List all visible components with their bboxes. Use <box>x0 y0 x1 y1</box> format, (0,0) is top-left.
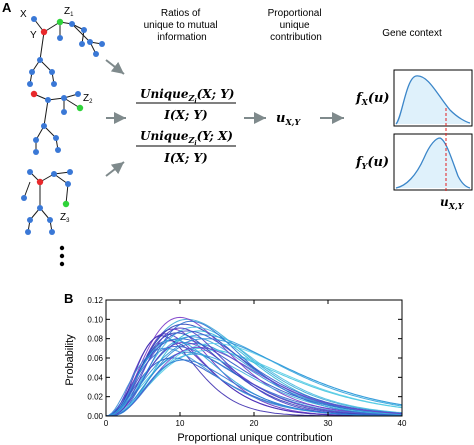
tree-label-z1: Z1 <box>64 6 74 18</box>
y-tick-label: 0.02 <box>87 393 103 402</box>
header-gene-context: Gene context <box>382 28 442 39</box>
tree-label-y: Y <box>30 30 37 41</box>
y-tick-label: 0.00 <box>87 412 103 421</box>
tree-1 <box>29 18 103 85</box>
arrows-trees <box>105 59 126 177</box>
gene-context-fx <box>393 69 473 127</box>
formula-2: UniqueZi(Y; X) I(X; Y) <box>136 129 236 165</box>
tree-3 <box>23 171 71 233</box>
formula-2-denominator: I(X; Y) <box>163 151 207 165</box>
x-tick-label: 10 <box>176 419 185 428</box>
tree-label-z2: Z2 <box>83 93 93 105</box>
formula-2-numerator: UniqueZi(Y; X) <box>140 129 233 147</box>
header-ratios: Ratios of unique to mutual information <box>144 8 221 43</box>
fx-label: fX(u) <box>355 91 390 107</box>
y-tick-label: 0.12 <box>87 296 103 305</box>
u-bottom-label: uX,Y <box>440 195 465 211</box>
y-tick-label: 0.10 <box>87 315 103 324</box>
ellipsis-dots <box>59 245 65 267</box>
x-axis-label: Proportional unique contribution <box>177 432 332 444</box>
formula-1: UniqueZi(X; Y) I(X; Y) <box>136 87 236 122</box>
y-tick-label: 0.06 <box>87 354 103 363</box>
x-tick-label: 30 <box>324 419 333 428</box>
tree-1-nodes <box>27 16 105 87</box>
tree-2 <box>33 93 81 152</box>
gene-context-fy <box>393 133 473 191</box>
series-line-26 <box>105 338 403 417</box>
fy-label: fY(u) <box>355 155 389 171</box>
panel-a-label: A <box>2 0 12 15</box>
probability-chart: 0 10 20 30 40 0.00 0.02 0.04 0.06 0.08 0.10 0.12 <box>87 296 407 428</box>
y-tick-label: 0.04 <box>87 373 103 382</box>
series-line-27 <box>105 330 403 417</box>
x-tick-label: 20 <box>250 419 259 428</box>
series-line-24 <box>106 353 403 417</box>
series-line-18 <box>105 326 403 417</box>
x-tick-label: 0 <box>104 419 109 428</box>
series-line-12 <box>105 349 403 417</box>
tree-3-nodes <box>21 169 73 235</box>
tree-label-z3: Z3 <box>60 212 70 224</box>
x-tick-label: 40 <box>398 419 407 428</box>
y-tick-label: 0.08 <box>87 335 103 344</box>
series-line-30 <box>106 359 402 417</box>
header-proportional: Proportional unique contribution <box>268 8 325 43</box>
y-axis-label: Probability <box>64 334 76 386</box>
tree-label-x: X <box>20 9 27 20</box>
tree-2-nodes <box>30 90 84 155</box>
u-xy-label: uX,Y <box>276 111 301 127</box>
formula-1-numerator: UniqueZi(X; Y) <box>140 87 234 105</box>
formula-1-denominator: I(X; Y) <box>163 108 207 122</box>
panel-b-label: B <box>64 291 73 306</box>
